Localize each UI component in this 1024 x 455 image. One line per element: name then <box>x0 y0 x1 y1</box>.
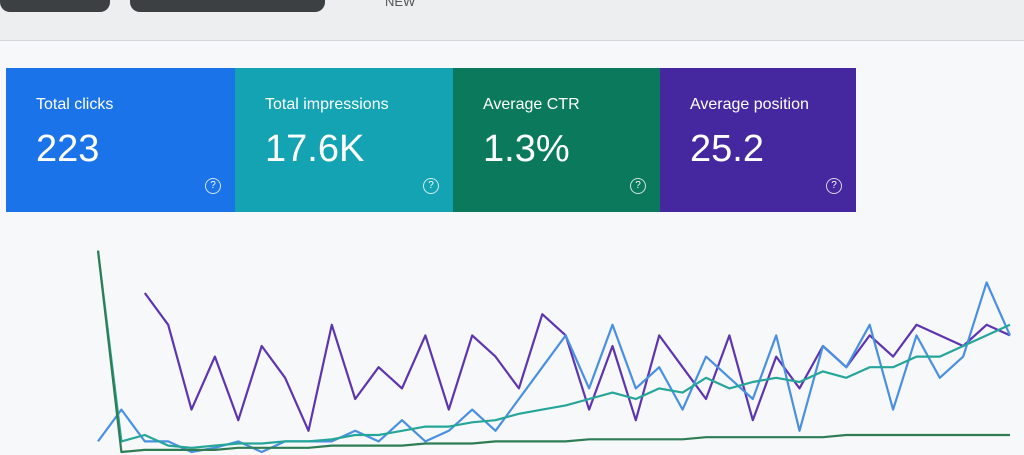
metric-label: Total clicks <box>36 96 114 113</box>
metric-card[interactable]: Total clicks 223? <box>6 68 235 212</box>
tab[interactable] <box>0 0 110 12</box>
metric-label: Total impressions <box>265 96 389 113</box>
help-icon: ? <box>423 178 439 194</box>
series-line <box>96 250 1011 449</box>
metric-card[interactable]: Total impressions 17.6K? <box>235 68 453 212</box>
help-icon: ? <box>205 178 221 194</box>
metric-label: Average position <box>690 96 809 113</box>
series-line <box>96 250 1010 454</box>
metric-value: 17.6K <box>265 128 365 170</box>
help-icon: ? <box>826 178 842 194</box>
metric-value: 223 <box>36 128 100 170</box>
metric-card[interactable]: Average position 25.2? <box>660 68 856 212</box>
metric-value: 25.2 <box>690 128 764 170</box>
metric-value: 1.3% <box>483 128 570 170</box>
metric-cards: Total clicks 223? Total impressions 17.6K? A… <box>6 68 856 212</box>
metric-label: Average CTR <box>483 96 580 113</box>
tab[interactable] <box>130 0 325 12</box>
new-button[interactable]: NEW <box>385 0 416 9</box>
series-line <box>143 292 1011 432</box>
metric-card[interactable]: Average CTR 1.3%? <box>453 68 660 212</box>
help-icon: ? <box>630 178 646 194</box>
